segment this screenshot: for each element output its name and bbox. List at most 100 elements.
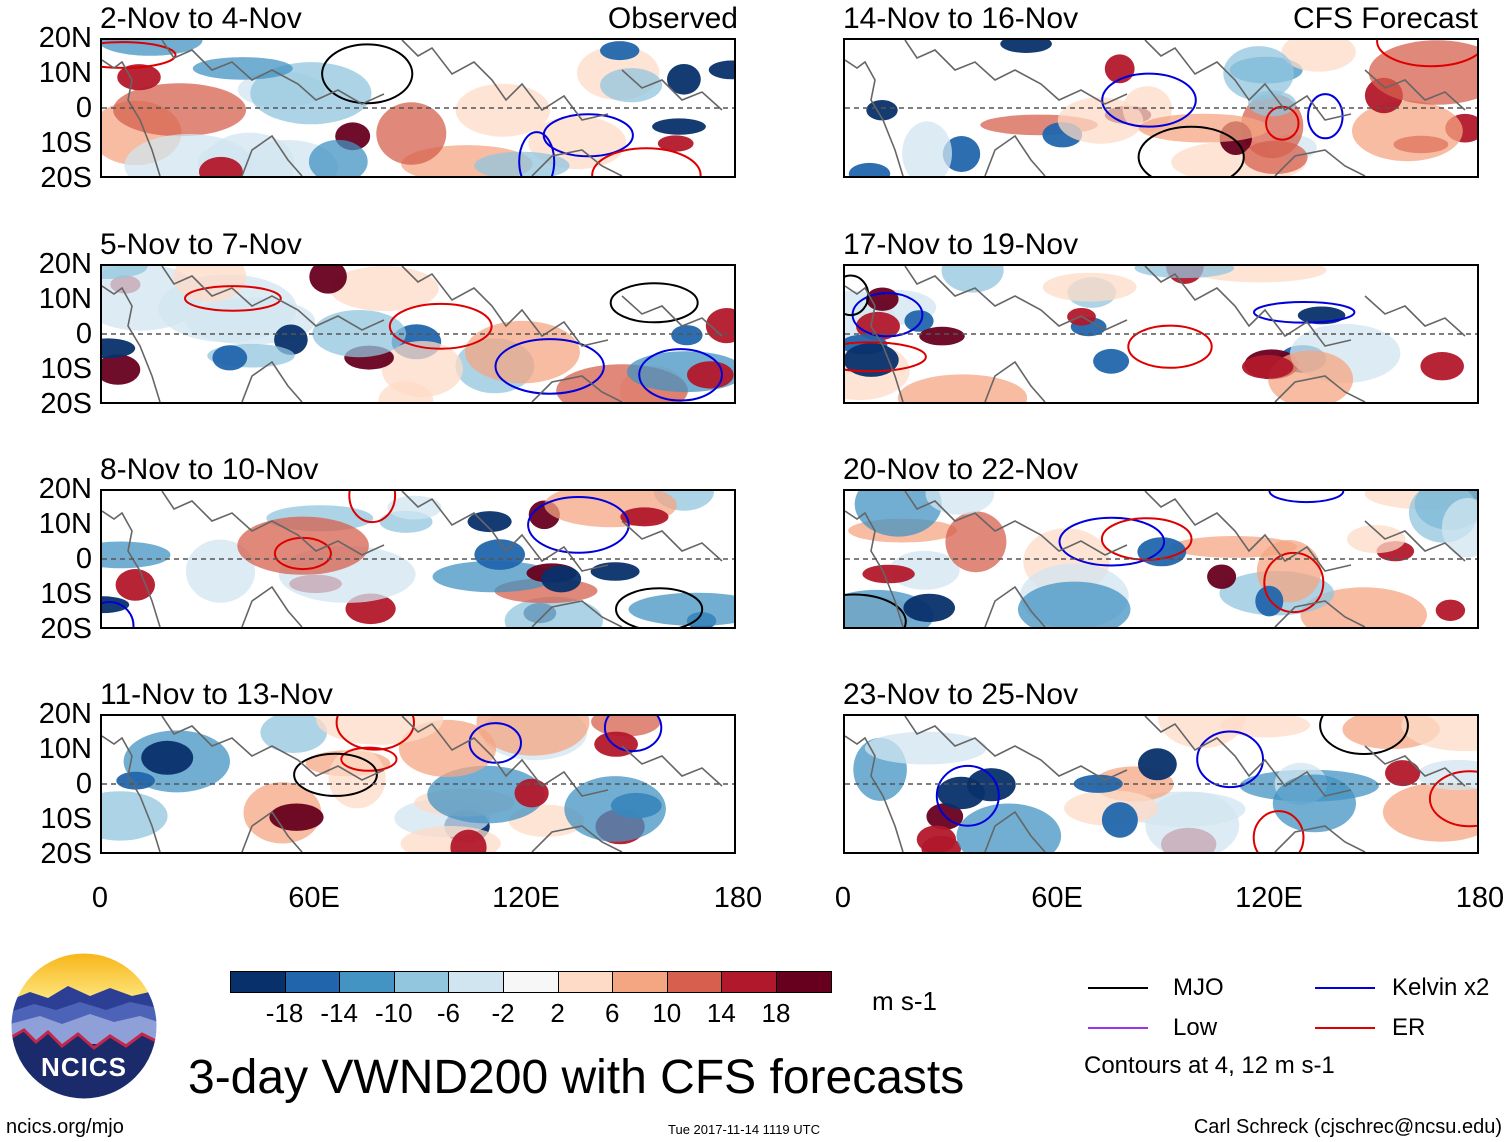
anomaly-region [514,778,549,808]
colorbar-box [448,971,504,993]
colorbar-box [666,971,723,993]
anomaly-region [942,136,981,172]
wave-contour [1307,93,1344,140]
anomaly-field [102,491,734,627]
anomaly-region [1000,40,1052,53]
lat-label: 0 [75,768,92,800]
lon-label: 120E [492,882,560,914]
wave-contour [1268,491,1345,504]
coastline [845,716,1466,852]
coastline [845,40,1466,176]
wave-contour [1252,810,1305,852]
ncics-logo-text: NCICS [41,1052,127,1082]
anomaly-field [102,716,734,852]
anomaly-region [1382,782,1477,842]
anomaly-region [594,731,638,757]
anomaly-region [237,516,369,575]
anomaly-region [919,326,965,346]
map-panel-obs-4 [100,714,736,854]
wave-contour [1376,40,1477,68]
anomaly-region [476,716,590,756]
colorbar-box [393,971,450,993]
lat-label: 20N [38,22,92,54]
lat-label: 20S [40,613,92,645]
lat-label: 20N [38,698,92,730]
colorbar-box [503,971,559,993]
anomaly-region [1223,46,1294,101]
anomaly-region [474,539,525,570]
anomaly-region [455,83,551,137]
wave-contour [1253,301,1356,324]
wave-contour [183,285,282,312]
anomaly-region [199,156,243,176]
anomaly-region [1137,537,1187,567]
panel-title-obs-2: 5-Nov to 7-Nov [100,228,302,261]
anomaly-region [102,338,136,359]
anomaly-region [687,361,734,389]
wave-contour [494,338,605,395]
lat-label: 10S [40,353,92,385]
colorbar-label: 2 [550,998,565,1028]
wave-contour [1263,551,1325,614]
anomaly-region [671,325,703,346]
anomaly-region [450,829,487,852]
anomaly-region [1352,100,1463,162]
anomaly-region [274,324,308,355]
anomaly-region [117,64,161,91]
anomaly-region [316,716,444,745]
anomaly-region [541,565,582,593]
anomaly-region [916,825,957,852]
panel-title-fcst-4: 23-Nov to 25-Nov [843,678,1079,711]
map-panel-obs-1 [100,38,736,178]
lat-label: 0 [75,92,92,124]
anomaly-region [600,68,663,103]
anomaly-region [102,40,203,56]
lat-label: 10S [40,578,92,610]
anomaly-region [309,266,347,294]
main-title: 3-day VWND200 with CFS forecasts [188,1051,965,1104]
colorbar-label: -14 [320,998,358,1028]
colorbar-label: 10 [652,998,682,1028]
anomaly-region [903,593,955,623]
wave-contour [102,601,135,627]
lat-label: 20S [40,162,92,194]
map-panel-obs-2 [100,264,736,404]
anomaly-region [1138,748,1177,781]
colorbar-label: -10 [375,998,413,1028]
wave-contour [527,496,630,554]
anomaly-region [708,60,734,80]
anomaly-region [250,62,372,125]
lat-label: 0 [75,318,92,350]
anomaly-region [329,266,439,312]
coastline [102,40,723,176]
wave-contour [1101,72,1197,128]
anomaly-region [102,266,148,279]
anomaly-region [1281,40,1356,72]
lat-label: 10N [38,508,92,540]
anomaly-region [1272,774,1356,833]
anomaly-region [1401,716,1477,752]
legend-note: Contours at 4, 12 m s-1 [1084,1052,1335,1079]
anomaly-region [212,345,248,371]
anomaly-region [1093,348,1130,374]
legend-line-er [1315,1027,1375,1029]
wave-contour [518,131,556,176]
anomaly-region [1207,564,1237,589]
anomaly-region [260,716,327,753]
anomaly-region [116,771,155,790]
coastline [102,716,723,852]
anomaly-field [102,266,734,402]
observed-label: Observed [607,2,738,35]
colorbar-box [612,971,668,993]
legend-label-mjo: MJO [1173,974,1224,1001]
legend-label-er: ER [1392,1014,1426,1041]
anomaly-region [312,310,406,358]
anomaly-region [1242,355,1294,379]
map-panel-fcst-2 [843,264,1479,404]
anomaly-field [845,491,1477,627]
anomaly-region [1347,525,1406,554]
anomaly-region [1017,581,1131,627]
lon-label: 0 [834,882,852,914]
wave-contour [845,593,907,627]
anomaly-region [427,765,545,824]
